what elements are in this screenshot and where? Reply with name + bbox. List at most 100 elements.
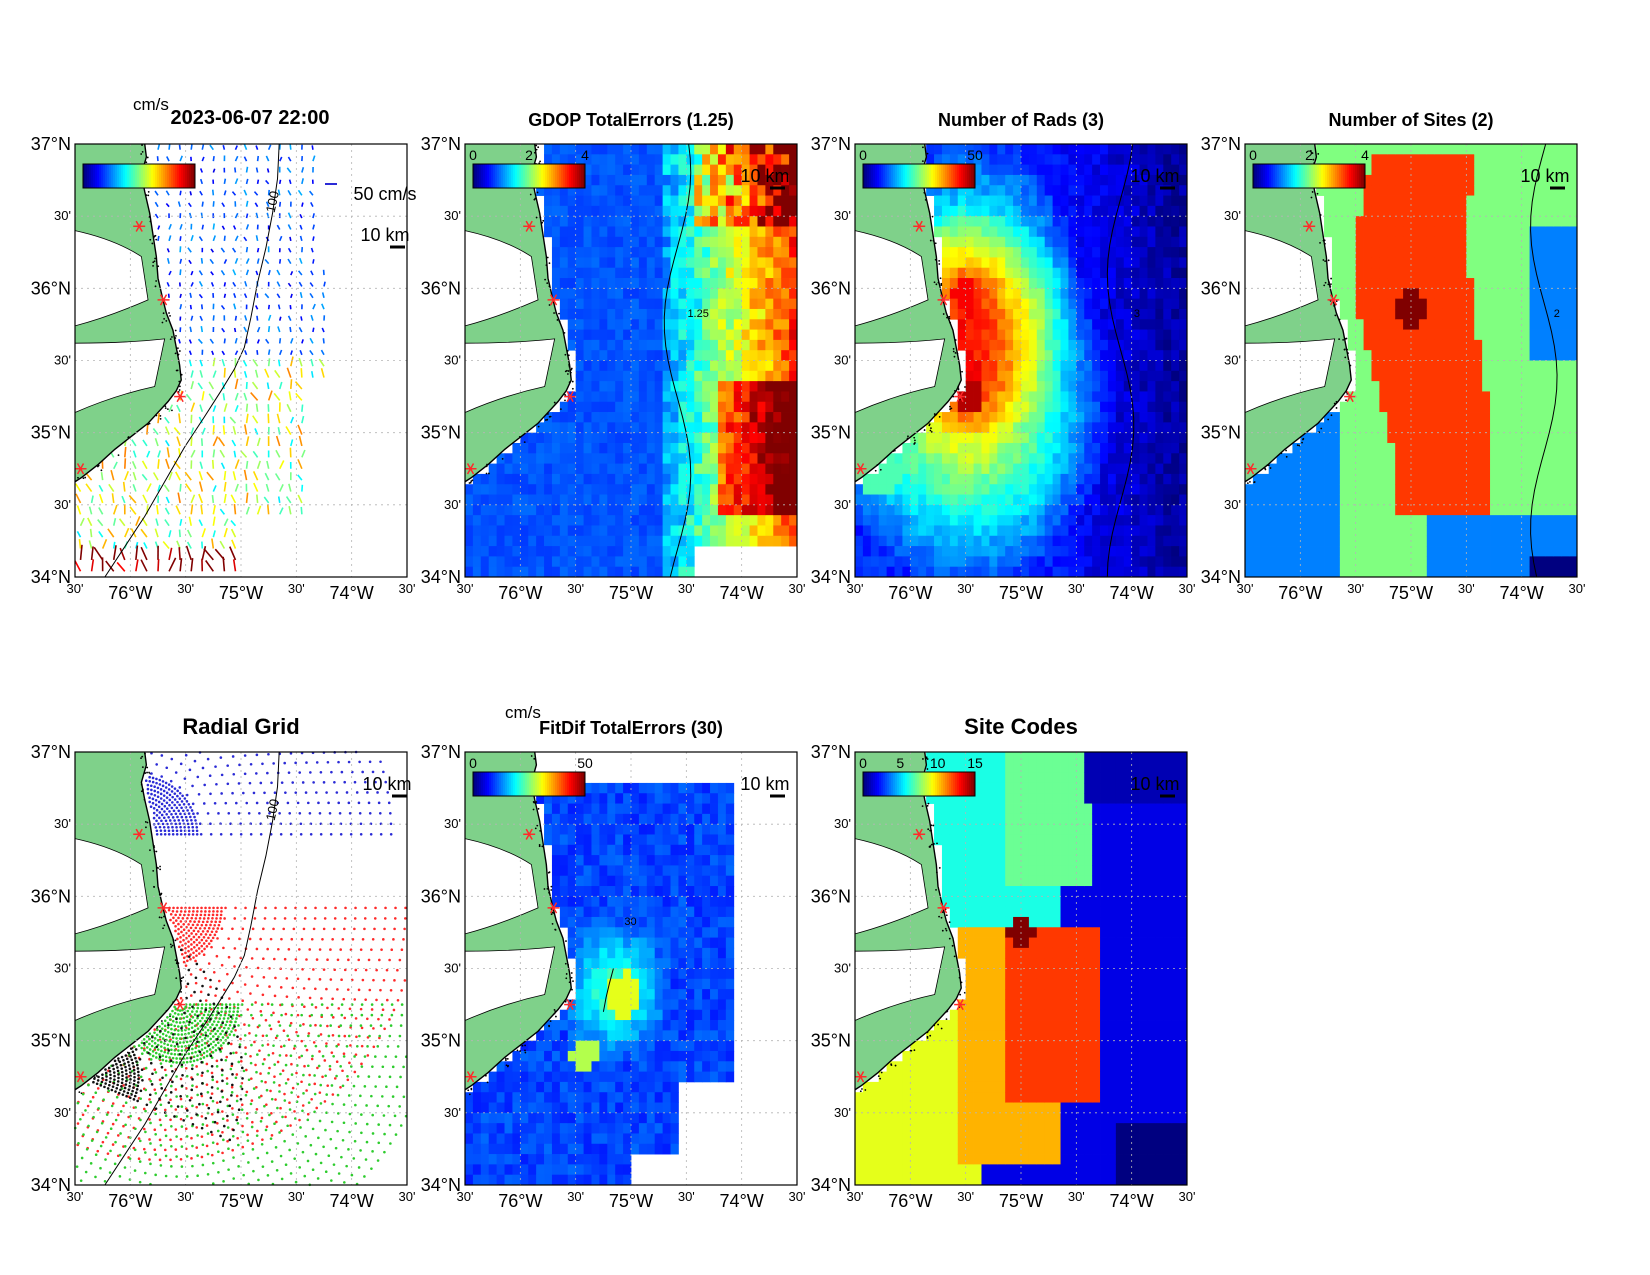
heatmap-cell bbox=[941, 257, 951, 269]
heatmap-cell bbox=[670, 185, 679, 196]
heatmap-cell bbox=[638, 288, 648, 300]
heatmap-cell bbox=[694, 154, 703, 166]
heatmap-cell bbox=[965, 339, 974, 351]
heatmap-cell bbox=[910, 504, 919, 516]
heatmap-cell bbox=[544, 422, 553, 434]
heatmap-cell bbox=[957, 185, 967, 196]
heatmap-cell bbox=[623, 257, 632, 269]
heatmap-cell bbox=[1179, 216, 1188, 227]
heatmap-cell bbox=[1379, 350, 1388, 361]
heatmap-cell bbox=[1450, 216, 1459, 227]
heatmap-cell bbox=[528, 556, 537, 568]
heatmap-cell bbox=[1505, 174, 1515, 186]
heatmap-cell bbox=[789, 391, 798, 403]
heatmap-cell bbox=[965, 360, 974, 372]
heatmap-cell bbox=[1497, 473, 1507, 485]
colorbar-swatch bbox=[921, 164, 924, 188]
heatmap-cell bbox=[1100, 535, 1109, 547]
heatmap-cell bbox=[662, 298, 671, 310]
heatmap-cell bbox=[765, 412, 774, 423]
heatmap-cell bbox=[638, 154, 648, 166]
heatmap-cell bbox=[631, 319, 640, 330]
shore-dot bbox=[934, 414, 937, 417]
heatmap-cell bbox=[1052, 556, 1061, 568]
panel-3: 337°N30'36°N30'35°N30'34°N30' 76°W 30' 75°W… bbox=[811, 110, 1196, 603]
current-vector bbox=[256, 350, 259, 355]
heatmap-cell bbox=[1379, 174, 1388, 186]
heatmap-cell bbox=[1155, 412, 1164, 423]
heatmap-cell bbox=[1052, 278, 1061, 289]
heatmap-cell bbox=[741, 391, 750, 403]
current-vector bbox=[198, 236, 203, 242]
heatmap-cell bbox=[1107, 350, 1117, 361]
heatmap-cell bbox=[765, 515, 774, 526]
heatmap-cell bbox=[934, 154, 943, 166]
heatmap-cell bbox=[1013, 329, 1022, 341]
heatmap-cell bbox=[1139, 494, 1148, 506]
heatmap-cell bbox=[1076, 339, 1085, 351]
heatmap-cell bbox=[1450, 195, 1459, 207]
heatmap-cell bbox=[733, 298, 743, 310]
heatmap-cell bbox=[575, 216, 584, 227]
heatmap-cell bbox=[1013, 473, 1022, 485]
heatmap-cell bbox=[1147, 339, 1156, 351]
current-vector bbox=[320, 349, 325, 356]
sound-water bbox=[854, 338, 946, 414]
heatmap-cell bbox=[599, 339, 608, 351]
heatmap-cell bbox=[1497, 298, 1507, 310]
heatmap-cell bbox=[1442, 525, 1451, 537]
current-vector bbox=[128, 494, 137, 504]
heatmap-cell bbox=[1028, 515, 1038, 526]
heatmap-cell bbox=[1139, 515, 1148, 526]
current-vector bbox=[178, 413, 181, 424]
heatmap-cell bbox=[1052, 453, 1061, 464]
heatmap-cell bbox=[741, 164, 750, 176]
heatmap-cell bbox=[1005, 339, 1014, 351]
heatmap-cell bbox=[1331, 144, 1341, 155]
heatmap-cell bbox=[1434, 401, 1444, 413]
heatmap-cell bbox=[965, 432, 974, 444]
heatmap-cell bbox=[662, 401, 671, 413]
heatmap-cell bbox=[725, 504, 735, 516]
heatmap-cell bbox=[1363, 185, 1372, 196]
colorbar-tick-label: 50 bbox=[967, 147, 983, 163]
heatmap-cell bbox=[623, 339, 632, 351]
heatmap-cell bbox=[694, 319, 703, 330]
heatmap-cell bbox=[1276, 453, 1285, 464]
heatmap-cell bbox=[717, 515, 727, 526]
heatmap-cell bbox=[1466, 205, 1475, 217]
colorbar-swatch bbox=[865, 164, 868, 188]
heatmap-cell bbox=[465, 556, 474, 568]
heatmap-cell bbox=[1028, 298, 1038, 310]
heatmap-cell bbox=[702, 339, 711, 351]
current-vector bbox=[105, 560, 115, 572]
heatmap-cell bbox=[654, 463, 664, 475]
heatmap-cell bbox=[1076, 216, 1085, 227]
current-vector bbox=[243, 293, 248, 299]
heatmap-cell bbox=[551, 442, 561, 454]
colorbar-swatch bbox=[135, 164, 138, 188]
heatmap-cell bbox=[781, 308, 790, 320]
heatmap-cell bbox=[1139, 432, 1148, 444]
heatmap-cell bbox=[1300, 442, 1309, 454]
heatmap-cell bbox=[528, 504, 537, 516]
heatmap-cell bbox=[1426, 288, 1436, 300]
heatmap-cell bbox=[757, 226, 766, 238]
heatmap-cell bbox=[615, 288, 624, 300]
heatmap-cell bbox=[694, 329, 703, 341]
heatmap-cell bbox=[973, 525, 982, 537]
heatmap-cell bbox=[631, 236, 640, 248]
heatmap-cell bbox=[725, 154, 735, 166]
heatmap-cell bbox=[973, 267, 982, 279]
current-vector bbox=[232, 426, 237, 435]
heatmap-cell bbox=[910, 515, 919, 526]
heatmap-cell bbox=[559, 473, 569, 485]
heatmap-cell bbox=[1482, 257, 1491, 269]
heatmap-cell bbox=[1387, 205, 1396, 217]
heatmap-cell bbox=[957, 463, 967, 475]
current-vector bbox=[222, 393, 226, 401]
heatmap-cell bbox=[1324, 216, 1333, 227]
heatmap-cell bbox=[1497, 546, 1507, 557]
heatmap-cell bbox=[741, 339, 750, 351]
heatmap-cell bbox=[1123, 350, 1133, 361]
